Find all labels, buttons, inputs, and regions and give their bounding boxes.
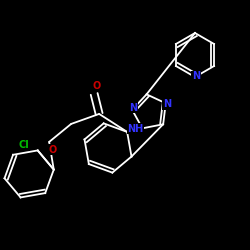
Text: Cl: Cl [18, 140, 29, 150]
Text: N: N [192, 71, 200, 81]
Text: NH: NH [127, 124, 143, 134]
Text: O: O [92, 81, 100, 91]
Text: N: N [163, 99, 171, 109]
Text: O: O [134, 123, 142, 133]
Text: O: O [48, 145, 56, 155]
Text: N: N [129, 103, 137, 113]
